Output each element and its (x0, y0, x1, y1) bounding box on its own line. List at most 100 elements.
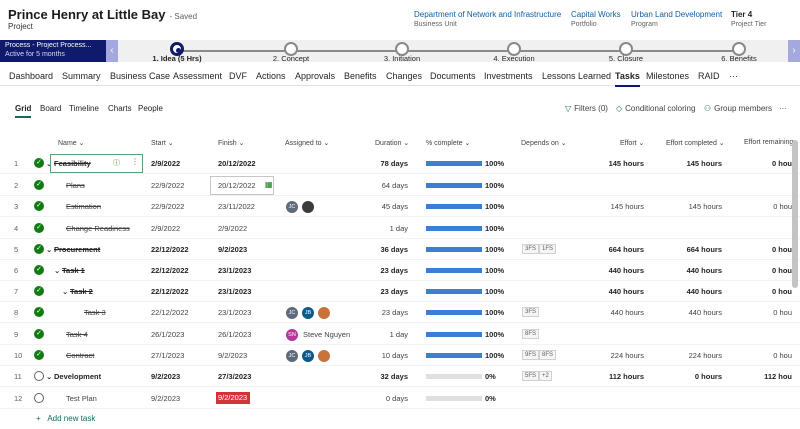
task-name[interactable]: Task 2 (70, 287, 93, 296)
dependency-chip[interactable]: 8FS (522, 329, 540, 339)
percent-complete[interactable]: 100% (485, 224, 505, 233)
check-circle-icon[interactable]: ✓ (34, 265, 44, 275)
tab-business-case[interactable]: Business Case (110, 71, 171, 81)
col-duration[interactable]: Duration ⌄ (375, 140, 410, 147)
duration[interactable]: 64 days (381, 181, 408, 190)
effort[interactable]: 224 hours (610, 351, 644, 360)
start-date[interactable]: 2/9/2022 (151, 159, 181, 168)
start-date[interactable]: 9/2/2023 (151, 372, 181, 381)
check-circle-icon[interactable]: ✓ (34, 307, 44, 317)
duration[interactable]: 23 days (381, 308, 408, 317)
effort-remaining[interactable]: 0 hou (773, 202, 792, 211)
effort-remaining[interactable]: 112 hou (764, 372, 792, 381)
table-row[interactable]: 8 ✓ Task 3 22/12/2022 23/1/2023 JC JB 23 days 10… (0, 302, 800, 323)
conditional-coloring-button[interactable]: ◇ Conditional coloring (616, 104, 696, 113)
header-field-business-unit[interactable]: Department of Network and Infrastructure… (414, 10, 562, 28)
start-date[interactable]: 9/2/2023 (151, 394, 181, 403)
stage-closure[interactable]: 5. Closure (586, 42, 666, 63)
avatar[interactable] (302, 201, 314, 213)
start-date[interactable]: 27/1/2023 (151, 351, 185, 360)
date-picker-cell[interactable]: ▦ (210, 176, 274, 195)
percent-complete[interactable]: 100% (485, 287, 505, 296)
check-circle-icon[interactable]: ✓ (34, 329, 44, 339)
start-date[interactable]: 26/1/2023 (151, 330, 185, 339)
table-row[interactable]: 11 ⌄ Development 9/2/2023 27/3/2023 32 days 0%… (0, 366, 800, 387)
chevron-left-icon[interactable]: ‹ (106, 40, 118, 62)
table-row[interactable]: 2 ✓ Plans 22/9/2022 20/12/2022 64 days 100% (0, 175, 800, 196)
effort[interactable]: 440 hours (610, 308, 644, 317)
percent-complete[interactable]: 100% (485, 245, 505, 254)
percent-complete[interactable]: 100% (485, 202, 505, 211)
col-finish[interactable]: Finish ⌄ (218, 140, 245, 147)
check-circle-icon[interactable]: ✓ (34, 158, 44, 168)
finish-date[interactable]: 9/2/2023 (218, 245, 248, 254)
circle-icon[interactable] (34, 371, 44, 381)
duration[interactable]: 23 days (380, 266, 408, 275)
effort[interactable]: 664 hours (608, 245, 644, 254)
check-circle-icon[interactable]: ✓ (34, 201, 44, 211)
effort-completed[interactable]: 0 hours (694, 372, 722, 381)
finish-date[interactable]: 2/9/2022 (218, 224, 248, 233)
dependency-chip[interactable]: +2 (539, 371, 552, 381)
start-date[interactable]: 22/12/2022 (151, 287, 189, 296)
dependency-chip[interactable]: 1FS (539, 244, 557, 254)
chevron-down-icon[interactable]: ⌄ (54, 266, 61, 275)
tab-documents[interactable]: Documents (430, 71, 476, 81)
effort-completed[interactable]: 145 hours (686, 159, 722, 168)
tab-assessment[interactable]: Assessment (173, 71, 223, 81)
tab-dashboard[interactable]: Dashboard (9, 71, 54, 81)
duration[interactable]: 10 days (381, 351, 408, 360)
circle-icon[interactable] (34, 393, 44, 403)
vertical-scrollbar[interactable] (792, 140, 798, 288)
col-effort[interactable]: Effort ⌄ (620, 140, 645, 147)
finish-date[interactable]: 26/1/2023 (218, 330, 252, 339)
finish-date[interactable]: 23/1/2023 (218, 266, 252, 275)
tab-tasks[interactable]: Tasks (615, 71, 640, 87)
task-name[interactable]: Procurement (54, 245, 101, 254)
check-circle-icon[interactable]: ✓ (34, 244, 44, 254)
table-row[interactable]: 12 Test Plan 9/2/2023 9/2/2023 0 days 0% (0, 388, 800, 409)
effort-remaining[interactable]: 0 hou (772, 287, 792, 296)
percent-complete[interactable]: 0% (485, 372, 496, 381)
effort-remaining[interactable]: 0 hou (772, 266, 792, 275)
view-timeline[interactable]: Timeline (69, 104, 99, 113)
finish-date[interactable]: 23/1/2023 (218, 308, 252, 317)
tab-approvals[interactable]: Approvals (295, 71, 336, 81)
col-assigned[interactable]: Assigned to ⌄ (285, 140, 330, 147)
finish-date[interactable]: 20/12/2022 (218, 181, 256, 190)
view-grid[interactable]: Grid (15, 104, 32, 118)
dependency-chip[interactable]: 5FS (522, 371, 540, 381)
tab-lessons-learned[interactable]: Lessons Learned (542, 71, 612, 81)
start-date[interactable]: 22/9/2022 (151, 181, 185, 190)
finish-date[interactable]: 9/2/2023 (218, 351, 248, 360)
dependency-chip[interactable]: 8FS (539, 350, 557, 360)
header-field-portfolio[interactable]: Capital Works Portfolio (571, 10, 621, 28)
tab-summary[interactable]: Summary (62, 71, 101, 81)
chevron-right-icon[interactable]: › (788, 40, 800, 62)
effort-remaining[interactable]: 0 hou (772, 159, 792, 168)
table-row[interactable]: 4 ✓ Change Readiness 2/9/2022 2/9/2022 1 day 1… (0, 218, 800, 239)
tab-changes[interactable]: Changes (386, 71, 423, 81)
table-row[interactable]: 5 ✓ ⌄ Procurement 22/12/2022 9/2/2023 36 days 1… (0, 239, 800, 260)
effort-remaining[interactable]: 0 hou (773, 351, 792, 360)
info-icon[interactable]: ⓘ (113, 160, 120, 167)
table-row[interactable]: 7 ✓ ⌄ Task 2 22/12/2022 23/1/2023 23 days 100% 4… (0, 281, 800, 302)
view-charts[interactable]: Charts (108, 104, 132, 113)
avatar[interactable]: JC (286, 307, 298, 319)
stage-concept[interactable]: 2. Concept (251, 42, 331, 63)
table-row[interactable]: 9 ✓ Task 4 26/1/2023 26/1/2023 SN Steve Nguyen… (0, 324, 800, 345)
effort-completed[interactable]: 145 hours (688, 202, 722, 211)
table-row[interactable]: 3 ✓ Estimation 22/9/2022 23/11/2022 JC 45 days… (0, 196, 800, 217)
dependency-chip[interactable]: 3FS (522, 307, 540, 317)
effort[interactable]: 145 hours (608, 159, 644, 168)
effort-completed[interactable]: 440 hours (686, 266, 722, 275)
avatar[interactable] (318, 350, 330, 362)
duration[interactable]: 23 days (380, 287, 408, 296)
avatar[interactable]: JC (286, 350, 298, 362)
task-name[interactable]: Task 4 (66, 330, 88, 339)
chevron-down-icon[interactable]: ⌄ (46, 372, 53, 381)
task-name[interactable]: Feasibility (54, 159, 91, 168)
col-start[interactable]: Start ⌄ (151, 140, 174, 147)
finish-date[interactable]: 23/1/2023 (218, 287, 252, 296)
chevron-down-icon[interactable]: ⌄ (46, 245, 53, 254)
